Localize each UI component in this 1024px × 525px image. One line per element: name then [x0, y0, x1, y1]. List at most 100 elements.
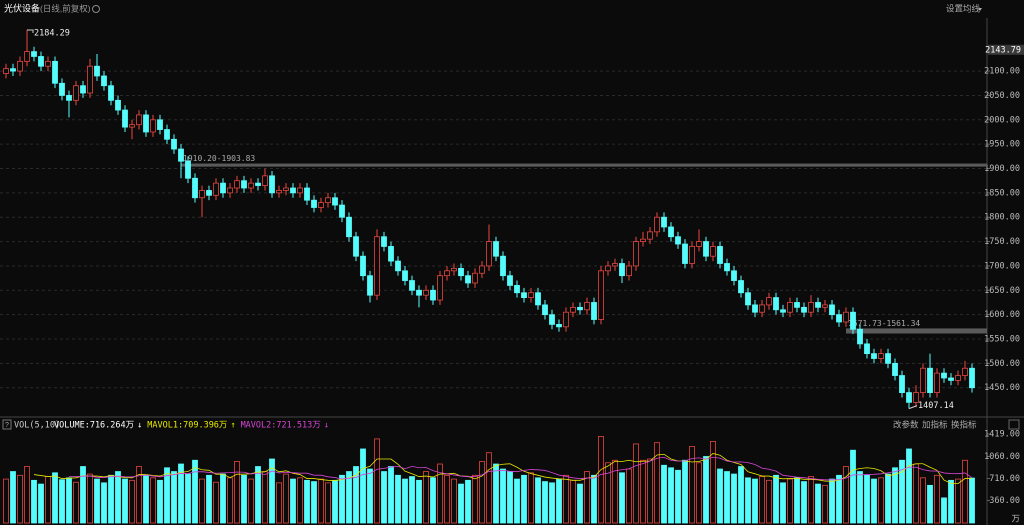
volume-bar [437, 463, 443, 524]
candle-body [955, 375, 961, 381]
candle-body [759, 304, 765, 313]
candle-body [409, 280, 415, 291]
volume-bar [304, 479, 310, 524]
help[interactable]: ? [5, 422, 9, 429]
help-box[interactable] [2, 419, 12, 430]
volume-bar [101, 482, 107, 524]
volume-bar [472, 474, 478, 524]
candle-body [185, 160, 191, 179]
toolbar-button[interactable]: 加指标 [922, 419, 948, 429]
volume-bar [682, 459, 688, 524]
ma-line [68, 456, 973, 481]
volume-bar [528, 472, 534, 524]
candle-body [192, 177, 198, 199]
volume-bar [395, 474, 401, 524]
volume-bar [724, 471, 730, 524]
candle-body [640, 238, 646, 242]
volume-bar [276, 482, 282, 524]
volume-bar [773, 474, 779, 524]
legend-label: MAVOL2:721.513万 [241, 421, 321, 431]
scroll-box[interactable] [1008, 419, 1020, 430]
candle-body [346, 216, 352, 238]
candle-body [626, 265, 632, 277]
dropdown-arrow [978, 8, 982, 11]
volume-bar [122, 478, 128, 524]
candle-body [829, 304, 835, 316]
volume-bar [521, 474, 527, 524]
ma-line [33, 453, 973, 484]
candle-body [10, 68, 16, 72]
volume-bar [150, 477, 156, 524]
candle-body [521, 292, 527, 299]
price-marker-label: 2143.79 [985, 45, 1021, 55]
volume-bar [227, 477, 233, 524]
candle-body [689, 246, 695, 264]
volume-bar [360, 448, 366, 524]
volume-bar [689, 446, 695, 524]
y-tick-label: 1650.00 [984, 286, 1020, 296]
volume-bar [206, 474, 212, 524]
y-tick-label: 2050.00 [984, 91, 1020, 101]
legend-arrow: ↓ [324, 421, 329, 431]
y-tick-label: 1750.00 [984, 237, 1020, 247]
volume-bar [864, 474, 870, 524]
candle-body [332, 197, 338, 206]
candle-body [87, 65, 93, 94]
ma-settings[interactable]: 设置均线 [946, 3, 981, 13]
candle-body [171, 138, 177, 150]
volume-bar [143, 474, 149, 524]
settings-icon[interactable] [92, 5, 100, 13]
volume-bar [766, 479, 772, 524]
candle-body [857, 328, 863, 345]
candle-body [458, 267, 464, 277]
volume-bar [661, 464, 667, 524]
price-marker-box [988, 44, 1024, 55]
candle-body [486, 241, 492, 267]
volume-bar [402, 478, 408, 524]
volume-bar [220, 473, 226, 524]
volume-bar [178, 463, 184, 524]
y-tick-label: 1500.00 [984, 359, 1020, 369]
candle-body [157, 119, 163, 130]
volume-bar [52, 472, 58, 524]
y-tick-label: 1800.00 [984, 213, 1020, 223]
candle-body [213, 182, 219, 196]
volume-bar [332, 479, 338, 524]
candle-body [227, 187, 233, 194]
candle-body [234, 180, 240, 189]
candle-body [423, 289, 429, 296]
candle-body [878, 353, 884, 359]
volume-bar [339, 474, 345, 524]
candle-body [913, 392, 919, 403]
volume-bar [262, 471, 268, 524]
volume-bar [563, 474, 569, 524]
volume-bar [10, 471, 16, 524]
toolbar-button[interactable]: 改参数 [893, 419, 919, 429]
volume-bar [66, 477, 72, 524]
y-tick-label: 710.00 [989, 474, 1020, 484]
candle-body [101, 75, 107, 87]
candle-body [402, 270, 408, 281]
candle-body [500, 255, 506, 277]
volume-bar [255, 466, 261, 524]
volume-bar [290, 478, 296, 524]
candle-body [241, 180, 247, 189]
volume-bar [87, 473, 93, 524]
candle-body [871, 353, 877, 359]
zone-label: 1571.73-1561.34 [848, 319, 920, 328]
candle-body [17, 60, 23, 72]
candle-body [906, 392, 912, 403]
candle-body [479, 265, 485, 274]
legend-arrow: ↑ [230, 421, 235, 431]
volume-bar [731, 473, 737, 524]
volume-bar [213, 481, 219, 524]
volume-bar [38, 483, 44, 524]
volume-bar [269, 458, 275, 524]
candle-body [556, 323, 562, 328]
volume-bar [24, 466, 30, 524]
volume-bar [717, 468, 723, 524]
toolbar-button[interactable]: 换指标 [951, 419, 977, 429]
volume-bar [591, 474, 597, 524]
candle-body [59, 82, 65, 96]
